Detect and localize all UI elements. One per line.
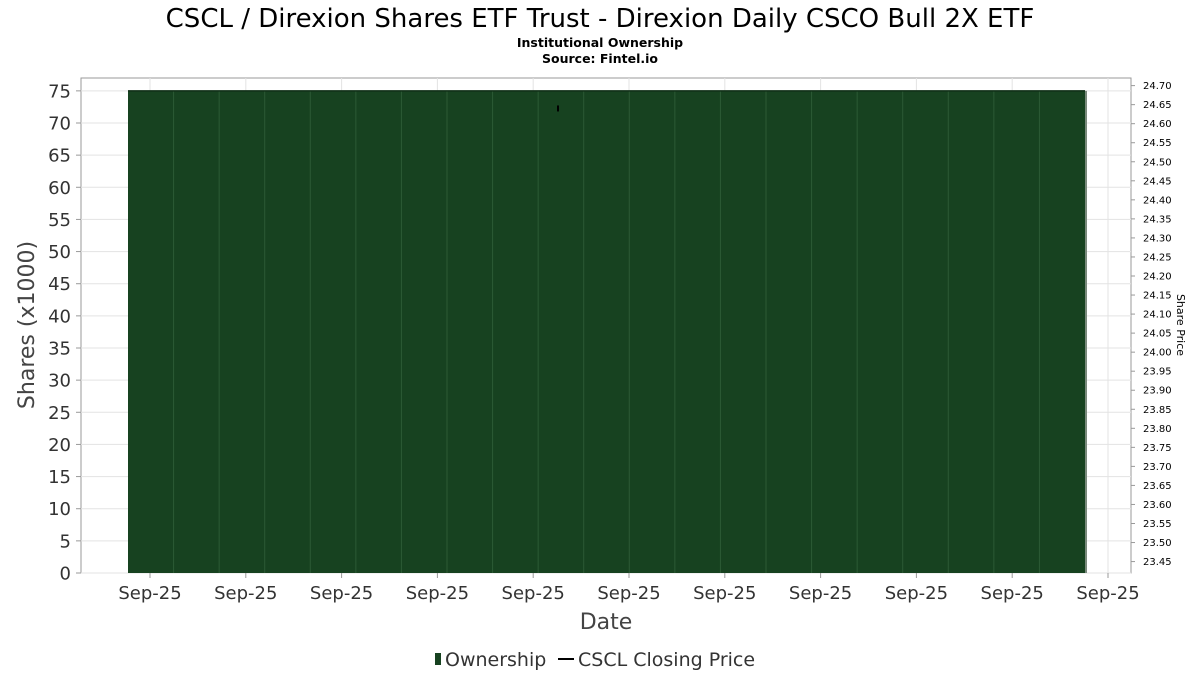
y2-tick-label: 23.50 — [1143, 538, 1172, 549]
y2-tick-label: 24.10 — [1143, 310, 1172, 321]
y2-tick-label: 24.20 — [1143, 272, 1172, 283]
chart-subtitle: Institutional Ownership — [517, 35, 683, 50]
y2-tick-label: 23.85 — [1143, 405, 1172, 416]
y-tick-label: 5 — [60, 531, 71, 552]
ownership-area — [128, 90, 1087, 573]
y2-tick-label: 24.25 — [1143, 252, 1172, 263]
x-tick-label: Sep-25 — [693, 583, 756, 604]
x-tick-label: Sep-25 — [981, 583, 1044, 604]
y-tick-label: 20 — [48, 435, 71, 456]
ownership-bar — [492, 90, 539, 573]
y2-tick-label: 24.15 — [1143, 291, 1172, 302]
ownership-bar — [310, 90, 357, 573]
legend-ownership-swatch — [435, 653, 441, 665]
y2-tick-label: 23.80 — [1143, 424, 1172, 435]
ownership-bar — [447, 90, 493, 573]
ownership-bar — [766, 90, 812, 573]
y2-tick-label: 24.40 — [1143, 195, 1172, 206]
y-tick-label: 45 — [48, 274, 71, 295]
y2-tick-label: 23.45 — [1143, 557, 1172, 568]
y-tick-label: 60 — [48, 178, 71, 199]
ownership-bar — [811, 90, 858, 573]
chart-title: CSCL / Direxion Shares ETF Trust - Direx… — [166, 4, 1035, 34]
x-tick-label: Sep-25 — [502, 583, 565, 604]
ownership-bar — [720, 90, 767, 573]
y2-tick-label: 24.50 — [1143, 157, 1172, 168]
y-tick-label: 35 — [48, 339, 71, 360]
x-tick-label: Sep-25 — [310, 583, 373, 604]
x-tick-label: Sep-25 — [214, 583, 277, 604]
legend: Ownership CSCL Closing Price — [435, 649, 755, 671]
y-tick-label: 40 — [48, 306, 71, 327]
y-tick-label: 50 — [48, 242, 71, 263]
ownership-bar — [128, 90, 174, 573]
ownership-bar — [173, 90, 220, 573]
y2-tick-label: 24.55 — [1143, 138, 1172, 149]
ownership-bar — [583, 90, 630, 573]
legend-price-label: CSCL Closing Price — [578, 649, 755, 671]
x-tick-label: Sep-25 — [118, 583, 181, 604]
y2-tick-label: 24.00 — [1143, 348, 1172, 359]
x-axis-label: Date — [580, 610, 633, 635]
y-tick-label: 15 — [48, 467, 71, 488]
ownership-bar — [857, 90, 904, 573]
y2-tick-label: 24.60 — [1143, 119, 1172, 130]
y-tick-label: 25 — [48, 403, 71, 424]
ownership-bar — [355, 90, 402, 573]
ownership-bar — [674, 90, 721, 573]
y2-tick-label: 23.65 — [1143, 481, 1172, 492]
y-tick-label: 65 — [48, 146, 71, 167]
y2-tick-label: 23.75 — [1143, 443, 1172, 454]
ownership-bar — [401, 90, 448, 573]
x-tick-label: Sep-25 — [1076, 583, 1139, 604]
ownership-bar — [219, 90, 266, 573]
ownership-bar — [264, 90, 311, 573]
y-tick-label: 75 — [48, 81, 71, 102]
y-tick-label: 30 — [48, 371, 71, 392]
legend-ownership-label: Ownership — [445, 649, 546, 671]
y-tick-label: 70 — [48, 114, 71, 135]
ownership-bar — [902, 90, 949, 573]
ownership-bar — [629, 90, 676, 573]
y2-tick-label: 24.45 — [1143, 176, 1172, 187]
y2-tick-label: 24.65 — [1143, 100, 1172, 111]
y2-tick-label: 23.95 — [1143, 367, 1172, 378]
y-axis-label: Shares (x1000) — [15, 241, 40, 409]
ownership-bar — [538, 90, 585, 573]
y2-axis-ticks: 23.45 23.50 23.55 23.60 23.65 23.70 23.75 23.80… — [1131, 81, 1172, 568]
y-tick-label: 55 — [48, 210, 71, 231]
x-tick-label: Sep-25 — [885, 583, 948, 604]
y2-tick-label: 23.60 — [1143, 500, 1172, 511]
ownership-bar — [993, 90, 1040, 573]
x-tick-label: Sep-25 — [406, 583, 469, 604]
y-tick-label: 10 — [48, 499, 71, 520]
y2-axis-label: Share Price — [1174, 294, 1187, 356]
ownership-area-edge — [1085, 90, 1087, 573]
x-tick-label: Sep-25 — [789, 583, 852, 604]
y2-tick-label: 24.70 — [1143, 81, 1172, 92]
y2-tick-label: 24.30 — [1143, 233, 1172, 244]
x-tick-label: Sep-25 — [597, 583, 660, 604]
y-tick-label: 0 — [60, 564, 71, 585]
y-axis-ticks: 0 5 10 15 20 25 30 35 40 45 50 55 60 65 70 75 — [48, 81, 81, 585]
y2-tick-label: 24.35 — [1143, 214, 1172, 225]
y2-tick-label: 23.90 — [1143, 386, 1172, 397]
y2-tick-label: 23.55 — [1143, 519, 1172, 530]
y2-tick-label: 24.05 — [1143, 329, 1172, 340]
chart-source: Source: Fintel.io — [542, 51, 658, 66]
y2-tick-label: 23.70 — [1143, 462, 1172, 473]
ownership-bar — [1039, 90, 1086, 573]
x-axis-ticks: Sep-25 Sep-25 Sep-25 Sep-25 Sep-25 Sep-25 Sep-… — [118, 573, 1140, 604]
ownership-bar — [948, 90, 995, 573]
